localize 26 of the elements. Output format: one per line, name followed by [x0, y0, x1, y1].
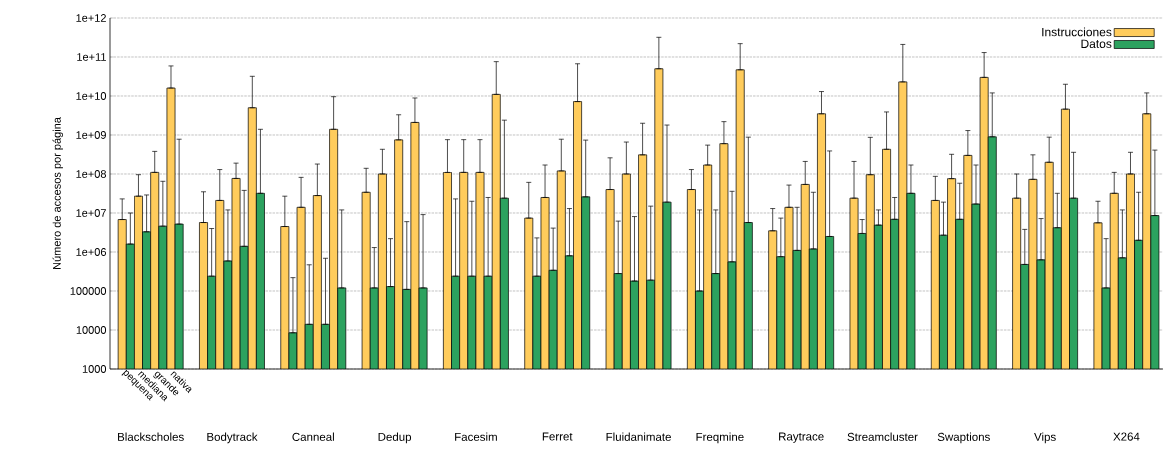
y-tick-label: 100000 — [70, 287, 107, 295]
legend-label: Instrucciones — [1042, 27, 1112, 37]
y-tick-label: 1e+12 — [76, 14, 106, 22]
y-tick-label: 1e+09 — [76, 131, 106, 139]
x-tick-label: Bodytrack — [207, 432, 258, 444]
y-tick-label: 1e+08 — [76, 170, 106, 178]
x-tick-label: Fluidanimate — [606, 432, 671, 441]
x-tick-label: Freqmine — [696, 432, 744, 444]
x-tick-label: Streamcluster — [847, 432, 918, 441]
x-tick-label: Canneal — [292, 432, 334, 441]
y-tick-label: 1e+06 — [76, 248, 106, 256]
y-tick-label: 1e+11 — [77, 53, 106, 61]
legend-label: Datos — [1081, 39, 1112, 48]
x-tick-label: Raytrace — [779, 432, 824, 443]
x-tick-label: Dedup — [378, 432, 412, 444]
x-tick-label: Ferret — [542, 432, 573, 441]
x-tick-label: Swaptions — [937, 432, 990, 444]
x-tick-label: X264 — [1113, 432, 1140, 441]
y-tick-label: 1000 — [82, 365, 107, 373]
y-axis-title: Número de accesos por página — [52, 117, 63, 270]
x-tick-label: Facesim — [455, 432, 497, 441]
y-tick-label: 1e+07 — [76, 209, 106, 217]
y-tick-label: 10000 — [76, 326, 107, 334]
x-tick-label: Vips — [1034, 432, 1056, 444]
y-tick-label: 1e+10 — [76, 92, 107, 100]
x-tick-label: Blackscholes — [118, 432, 184, 441]
